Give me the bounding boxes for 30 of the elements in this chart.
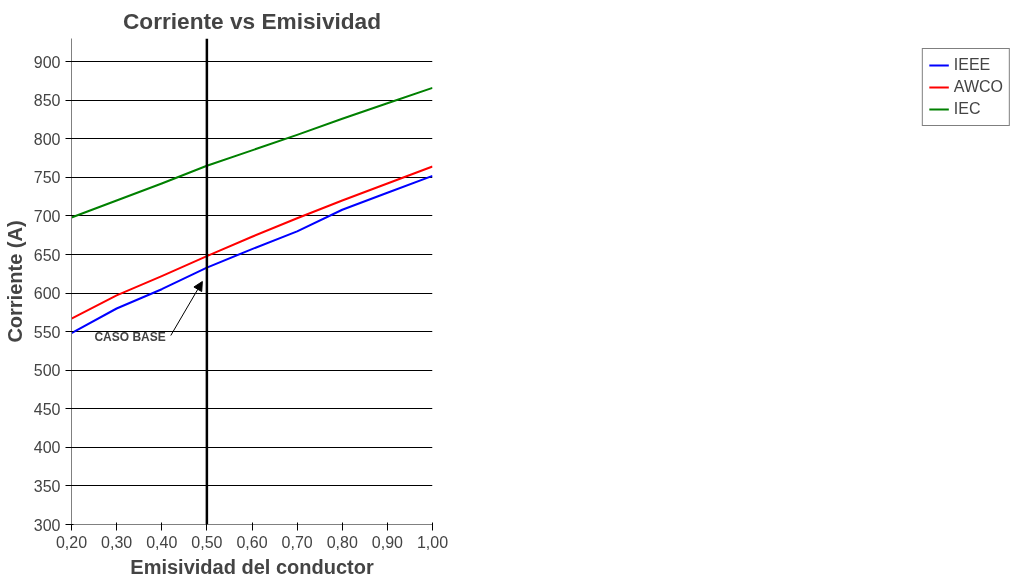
x-tick-label: 0,80 [326,533,358,551]
annotation: CASO BASE [94,329,166,344]
legend-label: AWCO [953,78,1003,96]
x-tick-label: 0,60 [236,533,268,551]
y-tick-label: 450 [33,400,61,418]
y-tick-label: 750 [33,169,61,187]
x-tick-label: 0,30 [101,533,133,551]
y-tick-label: 650 [33,246,61,264]
x-axis-title: Emisividad del conductor [130,555,374,578]
legend-label: IEC [953,100,981,118]
chart-title: Corriente vs Emisividad [122,7,382,34]
y-axis-title: Corriente (A) [3,220,26,343]
y-tick-label: 400 [33,439,61,457]
line-series [71,86,433,219]
legend-label: IEEE [953,56,991,74]
x-tick-label: 0,40 [146,533,178,551]
y-tick-label: 300 [33,516,61,534]
y-tick-label: 700 [33,207,61,225]
x-tick-label: 0,70 [281,533,313,551]
y-tick-label: 600 [33,285,61,303]
x-tick-label: 0,90 [371,533,404,551]
x-tick-label: 0,50 [191,533,223,551]
y-tick-label: 850 [33,92,61,110]
y-tick-label: 900 [33,53,61,71]
x-tick-label: 0,20 [55,533,88,551]
y-tick-label: 800 [33,130,61,148]
y-tick-label: 350 [33,477,61,495]
y-tick-label: 500 [33,362,61,380]
x-tick-label: 1,00 [416,533,449,551]
y-tick-label: 550 [33,323,61,341]
